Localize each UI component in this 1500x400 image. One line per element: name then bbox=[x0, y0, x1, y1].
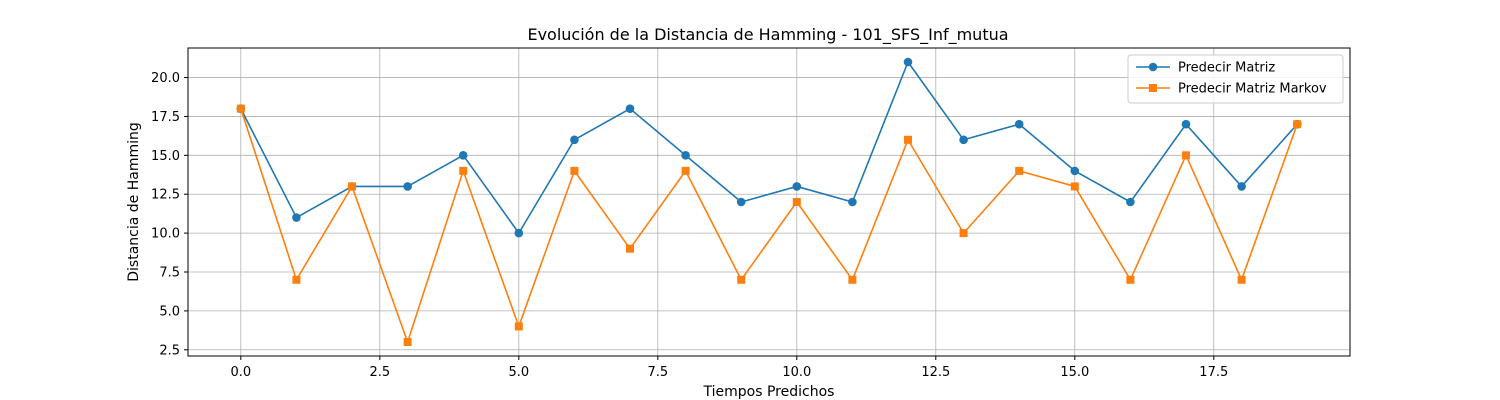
series-layer bbox=[236, 57, 1302, 346]
data-point bbox=[737, 275, 746, 284]
legend-box bbox=[1127, 54, 1344, 104]
data-point bbox=[626, 244, 635, 253]
legend-label: Predecir Matriz bbox=[1178, 61, 1275, 76]
plot-frame bbox=[187, 47, 1351, 357]
y-tick-label: 5.0 bbox=[159, 304, 180, 319]
y-tick-label: 15.0 bbox=[151, 149, 180, 164]
x-tick-label: 2.5 bbox=[369, 365, 390, 380]
data-point bbox=[514, 228, 524, 238]
y-tick-label: 7.5 bbox=[159, 266, 180, 281]
y-tick-label: 17.5 bbox=[151, 110, 180, 125]
data-point bbox=[1237, 275, 1246, 284]
data-point bbox=[848, 275, 857, 284]
legend-swatch-marker bbox=[1149, 84, 1157, 92]
legend-swatch-marker bbox=[1148, 62, 1158, 72]
x-tick-label: 7.5 bbox=[647, 365, 668, 380]
legend-label: Predecir Matriz Markov bbox=[1178, 82, 1327, 97]
legend-item: Predecir Matriz Markov bbox=[1136, 82, 1327, 97]
data-point bbox=[236, 104, 245, 113]
data-point bbox=[1126, 197, 1135, 207]
ticks: 0.0 2.5 5.0 7.5 10.0 12.5 15.0 17.5 2.5 5.0 7.5 10.… bbox=[151, 71, 1228, 380]
x-tick-label: 0.0 bbox=[230, 365, 251, 380]
data-point bbox=[1237, 182, 1246, 191]
y-tick-label: 20.0 bbox=[151, 71, 180, 86]
data-point bbox=[514, 322, 523, 331]
data-point bbox=[1070, 182, 1079, 191]
data-point bbox=[292, 213, 301, 222]
series-line bbox=[240, 61, 1298, 234]
data-point bbox=[903, 135, 912, 144]
data-point bbox=[1070, 166, 1080, 176]
data-point bbox=[736, 197, 746, 207]
legend-item: Predecir Matriz bbox=[1136, 61, 1275, 76]
data-point bbox=[681, 166, 690, 175]
y-tick-label: 10.0 bbox=[151, 227, 180, 242]
x-tick-label: 17.5 bbox=[1199, 365, 1228, 380]
data-point bbox=[792, 182, 802, 191]
data-point bbox=[903, 57, 913, 67]
data-point bbox=[570, 166, 579, 175]
data-point bbox=[458, 151, 468, 160]
data-point bbox=[792, 198, 801, 206]
data-point bbox=[1181, 119, 1191, 129]
x-axis-label: Tiempos Predichos bbox=[703, 384, 835, 400]
x-tick-label: 15.0 bbox=[1060, 365, 1089, 380]
x-tick-label: 12.5 bbox=[921, 365, 950, 380]
data-point bbox=[959, 135, 968, 145]
data-point bbox=[848, 197, 857, 207]
data-point bbox=[570, 135, 579, 145]
x-tick-label: 5.0 bbox=[508, 365, 529, 380]
data-point bbox=[403, 182, 412, 191]
data-point bbox=[403, 338, 412, 346]
data-point bbox=[1181, 151, 1190, 160]
y-axis-label: Distancia de Hamming bbox=[126, 122, 142, 282]
legend: Predecir Matriz Predecir Matriz Markov bbox=[1127, 54, 1344, 104]
y-tick-label: 12.5 bbox=[151, 188, 180, 203]
y-tick-label: 2.5 bbox=[159, 343, 180, 358]
series-line bbox=[240, 108, 1298, 343]
data-point bbox=[959, 229, 968, 238]
grid bbox=[188, 48, 1350, 356]
data-point bbox=[292, 275, 301, 284]
data-point bbox=[1126, 275, 1135, 284]
data-point bbox=[459, 166, 468, 175]
x-tick-label: 10.0 bbox=[782, 365, 811, 380]
chart-title: Evolución de la Distancia de Hamming - 1… bbox=[527, 25, 1008, 45]
data-point bbox=[1293, 120, 1302, 129]
data-point bbox=[681, 151, 690, 160]
data-point bbox=[625, 104, 635, 113]
data-point bbox=[1014, 119, 1024, 129]
series-2 bbox=[236, 104, 1302, 346]
data-point bbox=[348, 182, 357, 191]
data-point bbox=[1015, 166, 1024, 175]
